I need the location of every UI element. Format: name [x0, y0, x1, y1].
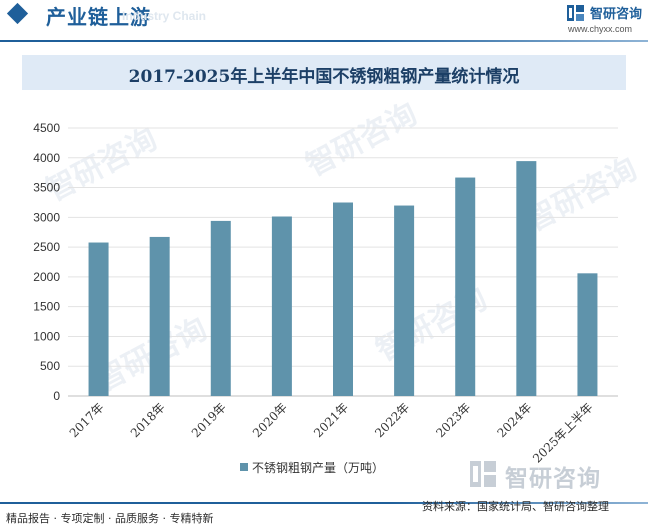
brand-logo-icon — [567, 5, 584, 21]
y-tick-label: 2500 — [33, 240, 60, 254]
x-tick-label: 2017年 — [67, 400, 107, 440]
x-tick-label: 2021年 — [311, 400, 351, 440]
x-tick-label: 2020年 — [250, 400, 290, 440]
bar — [455, 177, 476, 396]
bar — [271, 216, 292, 396]
section-title: 产业链上游 — [46, 5, 151, 29]
x-tick-label: 2018年 — [128, 400, 168, 440]
bar — [88, 242, 109, 396]
bar — [210, 220, 231, 396]
brand-name: 智研咨询 — [590, 7, 643, 22]
section-header: 产业链上游 Industry Chain 智研咨询 www.chyxx.com — [0, 0, 648, 42]
x-tick-label: 2022年 — [372, 400, 412, 440]
chart-title: 2017-2025年上半年中国不锈钢粗钢产量统计情况 — [128, 67, 520, 87]
y-tick-label: 2000 — [33, 270, 60, 284]
legend-label: 不锈钢粗钢产量（万吨） — [252, 461, 385, 475]
x-tick-label: 2025年上半年 — [530, 400, 595, 465]
y-tick-label: 4000 — [33, 151, 60, 165]
legend-swatch — [240, 463, 248, 471]
bar — [577, 273, 598, 396]
x-tick-label: 2024年 — [494, 400, 534, 440]
watermark-brand: 智研咨询 — [505, 466, 601, 492]
chart-title-band: 2017-2025年上半年中国不锈钢粗钢产量统计情况 — [22, 55, 626, 90]
bar — [149, 236, 170, 396]
footer-divider — [0, 502, 648, 504]
y-tick-label: 1000 — [33, 329, 60, 343]
x-tick-label: 2019年 — [189, 400, 229, 440]
y-tick-label: 4500 — [33, 121, 60, 135]
footer-source: 资料来源：国家统计局、智研咨询整理 — [422, 500, 609, 513]
bar — [516, 161, 537, 396]
header-divider — [0, 40, 648, 42]
y-tick-label: 1500 — [33, 300, 60, 314]
bar — [333, 202, 353, 396]
y-tick-label: 500 — [40, 359, 60, 373]
footer-services: 精品报告 · 专项定制 · 品质服务 · 专精特新 — [6, 512, 214, 525]
y-tick-label: 0 — [53, 389, 60, 403]
x-tick-label: 2023年 — [433, 400, 473, 440]
watermark-logo-icon — [470, 461, 496, 487]
section-subtitle: Industry Chain — [122, 9, 207, 23]
brand-url: www.chyxx.com — [568, 24, 633, 34]
bar — [394, 205, 415, 396]
y-tick-label: 3500 — [33, 181, 60, 195]
y-tick-label: 3000 — [33, 210, 60, 224]
